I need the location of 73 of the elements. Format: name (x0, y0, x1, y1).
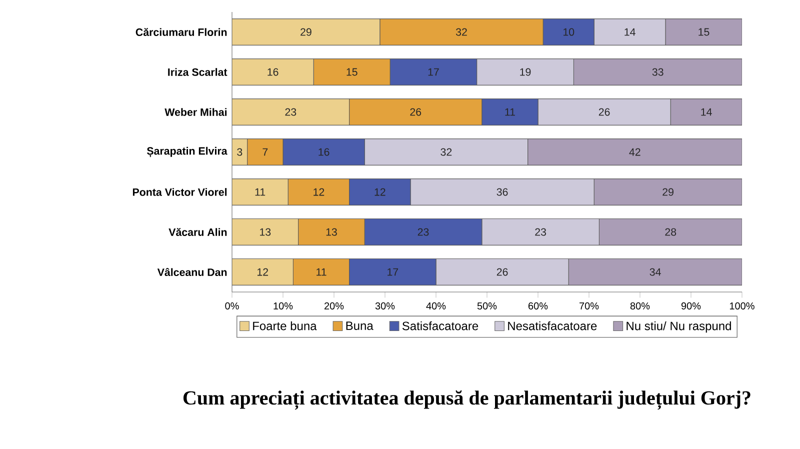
legend-label: Foarte buna (253, 321, 317, 330)
legend-label: Nu stiu/ Nu raspund (626, 321, 731, 333)
data-label: 29 (300, 28, 312, 36)
bar (232, 178, 288, 206)
data-label: 17 (388, 268, 398, 276)
data-label: 14 (624, 28, 636, 36)
data-label: 36 (496, 188, 508, 196)
text: Cum apreciați activitatea depusă de parlamentarii județului Gorj? (183, 390, 750, 410)
legend-label: Nesatisfacatoare (508, 321, 597, 330)
bar (232, 18, 380, 46)
data-label: 12 (314, 188, 324, 196)
bar (573, 58, 742, 86)
x-tick-label: 0% (225, 302, 239, 310)
data-label: 42 (629, 148, 640, 156)
data-label: 23 (418, 228, 429, 236)
x-tick-label: 100% (730, 302, 754, 310)
data-label: 33 (652, 68, 664, 76)
data-label: 13 (326, 228, 337, 236)
bar (232, 218, 299, 246)
bar (568, 258, 742, 286)
data-label: 13 (260, 228, 271, 236)
x-tick-label: 60% (528, 302, 548, 310)
x-tick-label: 10% (274, 302, 293, 310)
data-label: 26 (598, 108, 610, 116)
y-tick-label: Cărciumaru Florin (136, 28, 227, 36)
x-tick-label: 40% (426, 302, 446, 310)
x-tick-label: 90% (681, 302, 701, 310)
bar (232, 58, 314, 86)
data-label: 16 (268, 68, 278, 76)
data-label: 34 (650, 268, 661, 276)
y-tick-label: Șarapatin Elvira (146, 146, 228, 158)
bar (594, 178, 742, 206)
x-tick-label: 70% (580, 302, 599, 310)
data-label: 19 (520, 68, 531, 76)
data-label: 3 (237, 148, 242, 156)
legend-label: Buna (346, 322, 374, 330)
x-tick-label: 20% (324, 302, 344, 310)
y-tick-label: Vâlceanu Dan (157, 268, 227, 276)
data-label: 29 (662, 188, 674, 196)
data-label: 14 (701, 108, 712, 116)
data-label: 16 (318, 148, 330, 156)
data-label: 12 (257, 268, 268, 276)
bar (232, 98, 350, 126)
data-label: 28 (665, 228, 676, 236)
y-tick-label: Iriza Scarlat (168, 68, 228, 76)
bar (232, 138, 248, 166)
y-tick-label: Văcaru Alin (168, 228, 227, 236)
data-label: 7 (262, 148, 268, 156)
x-tick-label: 50% (477, 302, 497, 310)
data-label: 12 (374, 188, 386, 196)
data-label: 11 (255, 188, 266, 196)
data-label: 23 (535, 228, 546, 236)
bar (665, 18, 742, 46)
bar (670, 98, 742, 126)
data-label: 11 (316, 268, 326, 276)
data-label: 23 (285, 108, 296, 116)
data-label: 32 (440, 148, 452, 156)
data-label: 26 (496, 268, 508, 276)
bar (528, 138, 742, 166)
data-label: 15 (698, 28, 710, 36)
x-tick-label: 30% (375, 302, 395, 310)
bar (598, 218, 742, 246)
legend-label: Satisfacatoare (402, 321, 478, 330)
data-label: 15 (346, 68, 358, 76)
data-label: 26 (410, 108, 422, 116)
data-label: 10 (563, 28, 574, 36)
bar (232, 258, 294, 286)
data-label: 11 (505, 108, 515, 116)
x-tick-label: 80% (630, 302, 650, 310)
y-tick-label: Ponta Victor Viorel (132, 188, 227, 196)
y-tick-label: Weber Mihai (164, 108, 227, 116)
data-label: 17 (428, 68, 439, 76)
data-label: 32 (456, 28, 467, 36)
